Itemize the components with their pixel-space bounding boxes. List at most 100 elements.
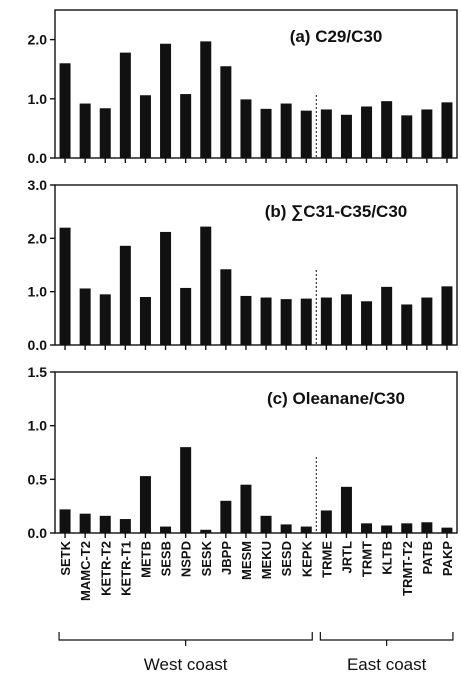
bar-patb (421, 522, 433, 533)
bar-trme (320, 109, 332, 158)
bar-ketr-t1 (119, 52, 131, 158)
bar-setk (59, 509, 71, 533)
bar-sesk (200, 41, 212, 158)
bar-ketr-t2 (99, 294, 111, 345)
panel-title: (b) ∑C31-C35/C30 (265, 202, 408, 221)
bar-kltb (381, 101, 393, 158)
bar-nspd (180, 447, 192, 533)
bar-ketr-t2 (99, 108, 111, 158)
bar-setk (59, 63, 71, 158)
bar-jbpp (220, 500, 232, 533)
bar-mesm (240, 99, 252, 158)
bar-ketr-t1 (119, 519, 131, 533)
bar-metb (139, 297, 151, 345)
bar-sesd (280, 103, 292, 158)
bar-ketr-t2 (99, 515, 111, 533)
bar-jbpp (220, 66, 232, 158)
category-label: MESM (239, 541, 254, 580)
bar-kepk (300, 526, 312, 533)
y-tick-label: 1.5 (28, 364, 48, 380)
bar-sesb (160, 43, 172, 158)
bar-sesb (160, 231, 172, 345)
bar-jrtl (340, 294, 352, 345)
category-label: JRTL (339, 541, 354, 574)
category-label: SETK (58, 540, 73, 575)
category-label: KEPK (299, 540, 314, 577)
bar-kepk (300, 298, 312, 345)
bar-nspd (180, 94, 192, 158)
bar-patb (421, 297, 433, 345)
bar-sesk (200, 529, 212, 533)
category-label: PATB (420, 541, 435, 574)
panel-frame (54, 371, 458, 534)
bar-jrtl (340, 486, 352, 533)
bar-sesb (160, 526, 172, 533)
category-label: KETR-T1 (118, 541, 133, 596)
category-label: TRMT-T2 (400, 541, 415, 596)
bar-sesd (280, 299, 292, 345)
bar-mamc-t2 (79, 288, 91, 345)
bar-meku (260, 297, 272, 345)
y-tick-label: 0.0 (28, 337, 48, 353)
bar-trmt (361, 301, 373, 345)
group-bracket (319, 632, 454, 641)
bar-trmt (361, 106, 373, 158)
bar-mamc-t2 (79, 103, 91, 158)
category-label: SESD (279, 541, 294, 576)
bar-trmt (361, 523, 373, 533)
bar-mamc-t2 (79, 513, 91, 533)
panel-title: (c) Oleanane/C30 (267, 389, 405, 408)
y-tick-label: 1.0 (28, 284, 48, 300)
bar-trmt-t2 (401, 304, 413, 345)
panel-frame (54, 184, 458, 346)
category-label: JBPP (219, 541, 234, 575)
bar-nspd (180, 287, 192, 345)
category-label: KETR-T2 (98, 541, 113, 596)
category-label: SESB (159, 541, 174, 576)
category-label: MAMC-T2 (78, 541, 93, 601)
category-label: NSPD (179, 541, 194, 577)
y-tick-label: 0.0 (28, 525, 48, 541)
y-tick-label: 2.0 (28, 230, 48, 246)
group-bracket (58, 632, 313, 641)
category-label: PAKP (440, 541, 455, 576)
y-tick-label: 3.0 (28, 177, 48, 193)
bar-jbpp (220, 269, 232, 345)
bar-mesm (240, 295, 252, 345)
bar-jrtl (340, 114, 352, 158)
bar-ketr-t1 (119, 245, 131, 345)
bar-pakp (441, 286, 453, 345)
y-tick-label: 0.0 (28, 150, 48, 166)
category-label: TRMT (360, 541, 375, 577)
bar-kltb (381, 286, 393, 345)
y-tick-label: 2.0 (28, 32, 48, 48)
bar-trmt-t2 (401, 523, 413, 533)
bar-kltb (381, 525, 393, 533)
bar-sesd (280, 524, 292, 533)
category-label: MEKU (259, 541, 274, 579)
bar-setk (59, 227, 71, 345)
bar-trme (320, 297, 332, 345)
panel-frame (54, 9, 458, 159)
y-tick-label: 1.0 (28, 91, 48, 107)
bar-trmt-t2 (401, 115, 413, 158)
bar-meku (260, 515, 272, 533)
bar-meku (260, 108, 272, 158)
category-label: METB (138, 541, 153, 578)
y-tick-label: 0.5 (28, 471, 48, 487)
group-label: East coast (347, 655, 427, 674)
y-tick-label: 1.0 (28, 418, 48, 434)
bar-metb (139, 95, 151, 158)
category-label: SESK (199, 540, 214, 576)
category-label: KLTB (380, 541, 395, 575)
group-label: West coast (144, 655, 228, 674)
bar-pakp (441, 102, 453, 158)
bar-sesk (200, 226, 212, 345)
bar-patb (421, 109, 433, 158)
bar-mesm (240, 484, 252, 533)
bar-kepk (300, 110, 312, 158)
bar-pakp (441, 527, 453, 533)
category-label: TRME (319, 541, 334, 578)
bar-trme (320, 510, 332, 533)
